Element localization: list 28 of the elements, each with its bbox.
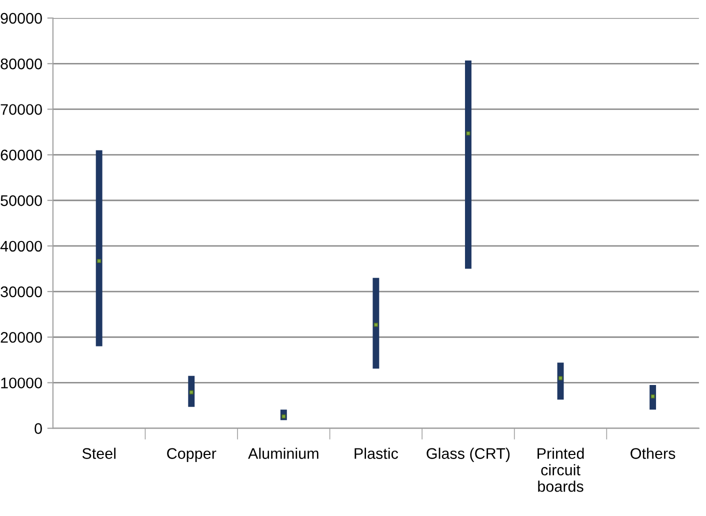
point [97, 258, 102, 264]
point [558, 376, 563, 380]
y-tick-label: 0 [34, 423, 42, 434]
x-tick-label: Aluminium [248, 448, 318, 459]
y-tick-label: 50000 [0, 195, 42, 206]
x-tick-label: Others [630, 448, 676, 459]
y-tick-label: 70000 [0, 104, 42, 115]
point [466, 131, 470, 136]
y-tick-label: 60000 [0, 150, 42, 160]
y-tick-label: 30000 [0, 286, 42, 298]
y-tick-label: 80000 [0, 58, 42, 70]
bar [557, 362, 564, 400]
y-tick-label: 20000 [0, 332, 42, 343]
x-tick-label: Glass (CRT) [426, 448, 510, 462]
x-tick-label: Copper [167, 448, 216, 462]
point [374, 322, 378, 327]
point [189, 390, 194, 394]
x-tick-label: Steel [82, 448, 116, 459]
bar [372, 278, 380, 369]
point [650, 394, 655, 398]
bar [188, 376, 195, 407]
bar [465, 60, 472, 269]
x-tick-label: Plastic [354, 448, 398, 459]
x-tick-label: Printed circuit boards [538, 448, 584, 492]
y-tick-label: 10000 [1, 378, 42, 388]
y-tick-label: 40000 [0, 240, 42, 252]
y-tick-label: 90000 [0, 12, 42, 24]
bar [96, 150, 102, 346]
